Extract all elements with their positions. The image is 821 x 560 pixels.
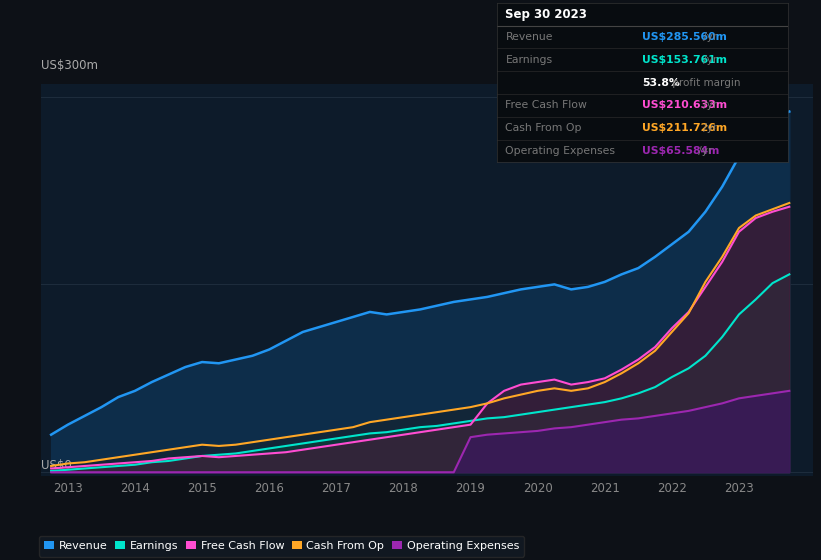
Text: US$210.633m: US$210.633m: [643, 100, 727, 110]
Text: Sep 30 2023: Sep 30 2023: [506, 8, 587, 21]
Text: US$65.584m: US$65.584m: [643, 146, 720, 156]
Text: US$285.560m: US$285.560m: [643, 32, 727, 42]
Text: /yr: /yr: [700, 123, 718, 133]
Text: /yr: /yr: [700, 55, 718, 65]
Text: Earnings: Earnings: [506, 55, 553, 65]
Legend: Revenue, Earnings, Free Cash Flow, Cash From Op, Operating Expenses: Revenue, Earnings, Free Cash Flow, Cash …: [39, 535, 525, 557]
Text: Revenue: Revenue: [506, 32, 553, 42]
Text: US$300m: US$300m: [41, 59, 98, 72]
Text: US$153.761m: US$153.761m: [643, 55, 727, 65]
Text: US$211.726m: US$211.726m: [643, 123, 727, 133]
Text: Operating Expenses: Operating Expenses: [506, 146, 616, 156]
Text: Free Cash Flow: Free Cash Flow: [506, 100, 587, 110]
Text: /yr: /yr: [695, 146, 712, 156]
Text: 53.8%: 53.8%: [643, 78, 681, 87]
Text: Cash From Op: Cash From Op: [506, 123, 582, 133]
Text: profit margin: profit margin: [668, 78, 741, 87]
Text: US$0: US$0: [41, 459, 71, 472]
Text: /yr: /yr: [700, 100, 718, 110]
Text: /yr: /yr: [700, 32, 718, 42]
